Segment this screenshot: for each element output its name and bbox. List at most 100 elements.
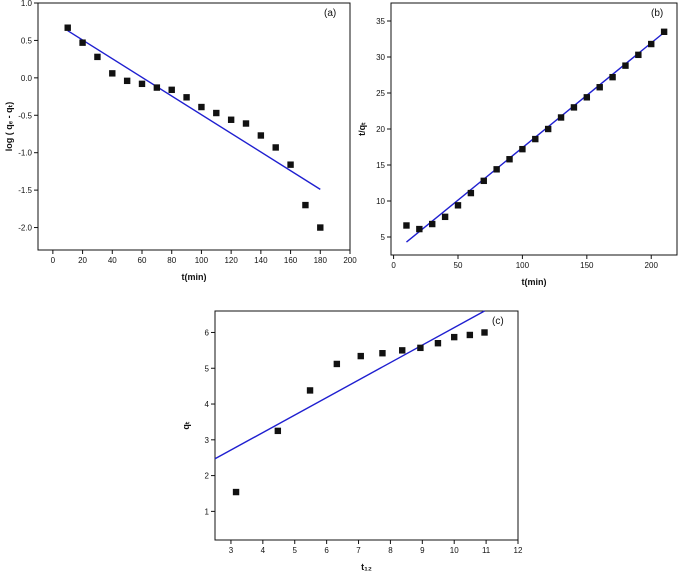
y-tick-label: -0.5 (18, 111, 32, 120)
y-tick-label: 15 (376, 161, 385, 170)
data-point (451, 333, 458, 341)
y-tick-label: 0.0 (21, 74, 33, 83)
data-point (467, 189, 475, 197)
x-tick-label: 50 (454, 261, 463, 270)
plot-frame (390, 2, 678, 256)
data-point (123, 77, 131, 85)
data-point (544, 125, 552, 133)
x-tick-label: 180 (314, 256, 328, 265)
data-point (519, 145, 526, 153)
data-point (242, 120, 250, 127)
x-tick-label: 200 (343, 256, 357, 265)
data-point (532, 135, 539, 143)
y-axis-title: log ( qₑ - qₜ) (4, 102, 14, 152)
x-tick-label: 140 (254, 256, 268, 265)
x-tick-label: 0 (391, 261, 396, 270)
panel-label: (c) (492, 316, 504, 327)
plot-frame (214, 310, 519, 541)
data-point (441, 213, 449, 221)
data-point (274, 427, 282, 435)
x-tick-label: 9 (420, 546, 425, 555)
x-tick-label: 80 (167, 256, 176, 265)
x-tick-label: 4 (261, 546, 266, 555)
data-point (64, 24, 71, 31)
y-tick-label: 5 (205, 364, 210, 373)
fit-line (67, 30, 321, 190)
x-axis-title: t(min) (522, 277, 547, 287)
data-point (583, 94, 591, 101)
x-axis-title: t₁₂ (361, 562, 372, 572)
x-tick-label: 120 (224, 256, 238, 265)
data-point (434, 340, 442, 347)
data-point (416, 225, 423, 233)
x-tick-label: 7 (356, 546, 361, 555)
x-tick-label: 20 (78, 256, 87, 265)
data-point (232, 488, 240, 496)
data-point (417, 344, 424, 352)
x-tick-label: 100 (516, 261, 530, 270)
x-tick-label: 11 (482, 546, 491, 555)
chart-panel-2: 0 50 100 150 200 5 10 15 20 25 30 35 (b) t(min) t/qₜ (357, 2, 678, 287)
data-point (493, 166, 500, 173)
y-tick-label: 0.5 (21, 36, 33, 45)
data-point (648, 40, 655, 48)
plot-frame (37, 2, 351, 251)
y-tick-label: 35 (376, 17, 385, 26)
data-point (454, 202, 462, 209)
data-point (557, 114, 565, 121)
data-point (153, 84, 161, 91)
x-tick-label: 40 (108, 256, 117, 265)
data-point (399, 347, 406, 354)
x-axis-title: t(min) (182, 272, 207, 282)
data-point (198, 103, 205, 111)
y-tick-label: 4 (205, 400, 210, 409)
y-axis-title: t/qₜ (357, 122, 367, 136)
chart-panel-1: 0 20 40 60 80 100 120 140 160 180 200 1.0 0.5 0.0 -0.5… (4, 0, 357, 282)
data-point (466, 331, 474, 339)
y-tick-label: 1 (205, 507, 210, 516)
data-point (481, 329, 488, 336)
y-axis-title: qₜ (181, 421, 191, 429)
data-point (609, 73, 616, 81)
data-point (317, 224, 324, 231)
x-tick-label: 5 (293, 546, 298, 555)
data-point (227, 116, 235, 123)
x-tick-label: 200 (645, 261, 659, 270)
data-point (109, 70, 116, 77)
data-point (403, 222, 410, 229)
y-tick-label: 1.0 (21, 0, 33, 8)
x-tick-label: 8 (388, 546, 393, 555)
data-point (287, 161, 294, 168)
x-tick-label: 3 (229, 546, 234, 555)
data-point (570, 104, 578, 111)
data-point (635, 51, 642, 59)
data-point (660, 28, 668, 35)
y-tick-label: 3 (205, 436, 210, 445)
x-tick-label: 150 (580, 261, 594, 270)
panel-label: (a) (324, 8, 336, 19)
data-point (183, 94, 190, 101)
x-tick-label: 160 (284, 256, 298, 265)
y-tick-label: -2.0 (18, 224, 32, 233)
data-point (168, 86, 175, 94)
data-point (506, 156, 513, 163)
data-point (272, 144, 279, 151)
data-point (302, 201, 309, 209)
data-point (379, 350, 386, 357)
y-tick-label: 2 (205, 472, 210, 481)
x-tick-label: 0 (51, 256, 56, 265)
y-tick-label: 6 (205, 328, 210, 337)
y-tick-label: 25 (376, 89, 385, 98)
data-point (480, 177, 487, 185)
y-tick-label: 20 (376, 125, 385, 134)
fit-line (214, 310, 485, 460)
data-point (257, 132, 265, 139)
panel-label: (b) (651, 8, 663, 19)
y-tick-label: -1.5 (18, 186, 32, 195)
data-point (622, 62, 629, 69)
data-point (596, 84, 603, 91)
y-tick-label: 5 (381, 233, 386, 242)
